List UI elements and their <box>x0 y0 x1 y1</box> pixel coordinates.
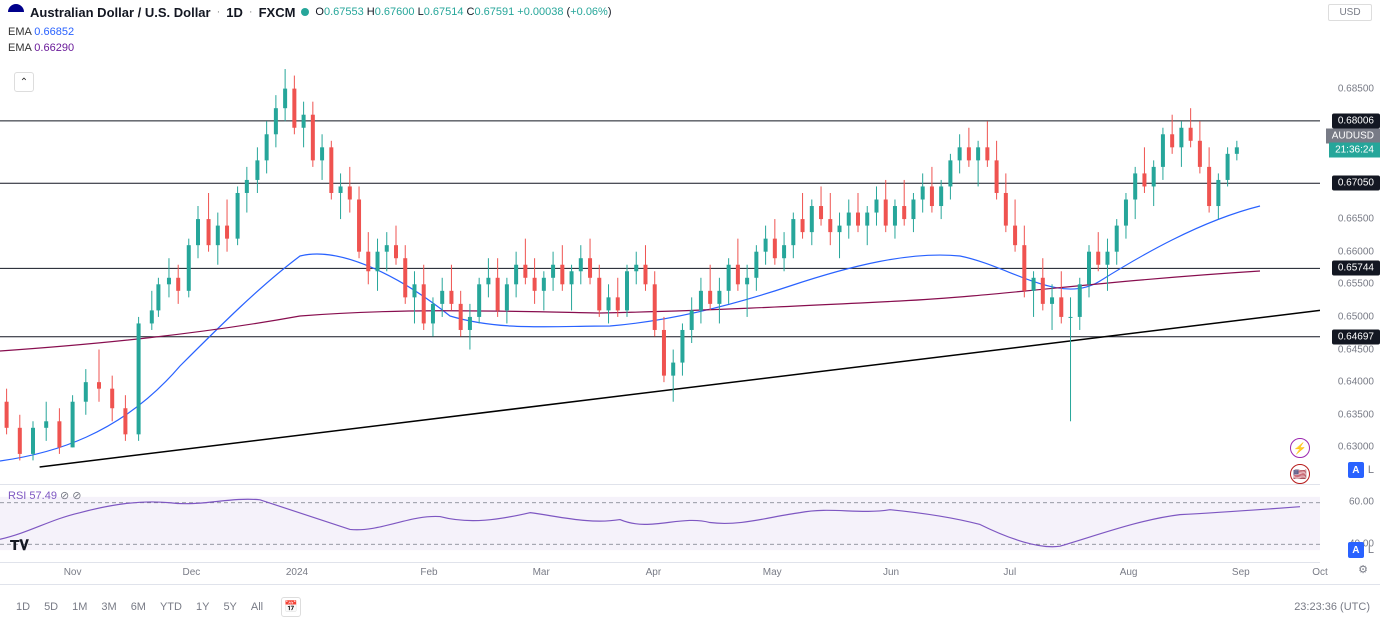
clock: 23:23:36 (UTC) <box>1294 601 1370 613</box>
ema2-name: EMA <box>8 42 31 54</box>
sep: · <box>217 6 221 18</box>
ema1-value: 0.66852 <box>34 26 74 38</box>
rsi-value: 57.49 <box>29 490 57 502</box>
lightning-icon[interactable]: ⚡ <box>1290 438 1310 458</box>
tf-5Y[interactable]: 5Y <box>217 597 242 617</box>
l-icon: L <box>1368 464 1374 476</box>
ohlc-readout: O0.67553 H0.67600 L0.67514 C0.67591 +0.0… <box>315 6 611 18</box>
change-val: +0.00038 <box>517 6 563 18</box>
tf-5D[interactable]: 5D <box>38 597 64 617</box>
tf-1M[interactable]: 1M <box>66 597 93 617</box>
price-axis[interactable]: 0.685000.680000.675000.670000.665000.660… <box>1320 56 1380 480</box>
bottom-bar: 1D5D1M3M6MYTD1Y5YAll 📅 23:23:36 (UTC) <box>0 584 1380 628</box>
tradingview-logo[interactable]: 𝗧𝐕 <box>10 537 29 554</box>
indicator-row2: EMA 0.66290 <box>0 40 1380 56</box>
rsi-name: RSI <box>8 490 26 502</box>
rsi-panel[interactable]: RSI 57.49 ⊘ ⊘ <box>0 484 1320 562</box>
time-axis[interactable]: NovDec2024FebMarAprMayJunJulAugSepOct <box>0 562 1320 584</box>
tf-YTD[interactable]: YTD <box>154 597 188 617</box>
tf-3M[interactable]: 3M <box>95 597 122 617</box>
low-val: 0.67514 <box>424 6 464 18</box>
timeframe-buttons: 1D5D1M3M6MYTD1Y5YAll <box>10 597 269 617</box>
alert-badge-rsi[interactable]: AL <box>1348 542 1374 558</box>
ema2-value: 0.66290 <box>34 42 74 54</box>
ema2-label[interactable]: EMA 0.66290 <box>8 42 74 54</box>
change-pct: +0.06% <box>570 6 608 18</box>
ema1-label[interactable]: EMA 0.66852 <box>8 26 74 38</box>
broker-label: FXCM <box>259 5 296 20</box>
sep: · <box>249 6 253 18</box>
tf-1D[interactable]: 1D <box>10 597 36 617</box>
tf-All[interactable]: All <box>245 597 269 617</box>
high-val: 0.67600 <box>375 6 415 18</box>
timeframe-label[interactable]: 1D <box>226 5 243 20</box>
a-icon: A <box>1348 542 1364 558</box>
close-val: 0.67591 <box>474 6 514 18</box>
pair-title: Australian Dollar / U.S. Dollar <box>30 5 211 20</box>
ema1-name: EMA <box>8 26 31 38</box>
open-val: 0.67553 <box>324 6 364 18</box>
chart-header: Australian Dollar / U.S. Dollar · 1D · F… <box>0 0 1380 24</box>
market-open-icon <box>301 8 309 16</box>
pair-flag-icon <box>8 4 24 20</box>
currency-selector[interactable]: USD <box>1328 4 1372 21</box>
gear-icon[interactable]: ⚙ <box>1354 560 1372 578</box>
alert-badge-top[interactable]: AL <box>1348 462 1374 478</box>
tf-1Y[interactable]: 1Y <box>190 597 215 617</box>
price-chart[interactable] <box>0 56 1320 480</box>
a-icon: A <box>1348 462 1364 478</box>
indicator-row: EMA 0.66852 <box>0 24 1380 40</box>
tf-6M[interactable]: 6M <box>125 597 152 617</box>
rsi-label[interactable]: RSI 57.49 ⊘ ⊘ <box>8 489 81 502</box>
l-icon: L <box>1368 544 1374 556</box>
calendar-icon[interactable]: 📅 <box>281 597 301 617</box>
flag-us-icon[interactable]: 🇺🇸 <box>1290 464 1310 484</box>
